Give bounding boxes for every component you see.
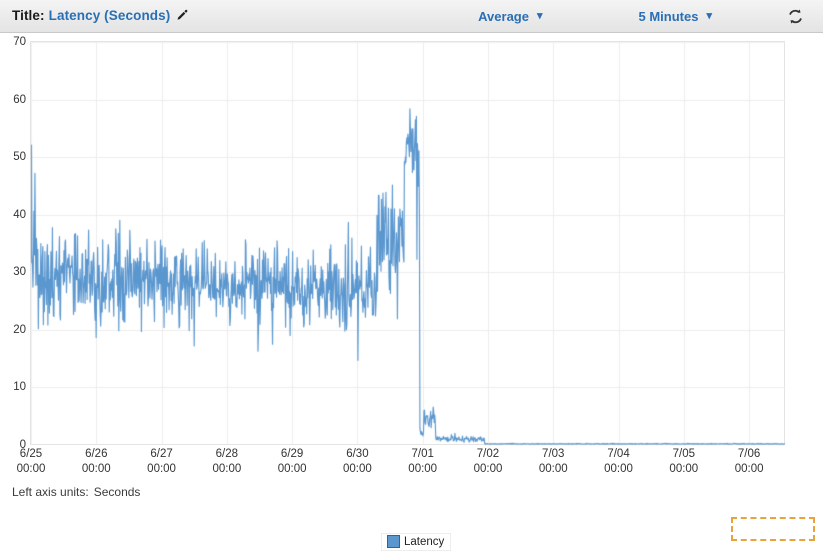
left-axis-units: Left axis units: Seconds — [12, 485, 140, 499]
y-tick-label: 0 — [19, 439, 26, 451]
y-tick-label: 10 — [13, 381, 26, 394]
y-tick-label: 20 — [13, 323, 26, 336]
left-axis-units-value: Seconds — [93, 485, 141, 499]
refresh-icon[interactable] — [784, 5, 806, 27]
y-tick-label: 30 — [13, 266, 26, 279]
x-tick-label: 7/01 00:00 — [408, 448, 438, 475]
graph-area: 0 10 20 30 40 50 60 70 6/25 00:00 6/26 00:00 6/27 00… — [0, 33, 823, 551]
x-tick-label: 7/03 00:00 — [538, 448, 568, 475]
x-tick-label: 6/25 00:00 — [16, 448, 46, 475]
x-axis-labels: 6/25 00:00 6/26 00:00 6/27 00:00 6/28 00:00 6/29… — [0, 33, 823, 528]
dashed-placeholder-box[interactable] — [731, 517, 815, 541]
x-tick-label: 7/04 00:00 — [604, 448, 633, 475]
aggregation-dropdown[interactable]: Average ▾ — [478, 9, 542, 24]
x-tick-label: 7/06 00:00 — [734, 448, 764, 475]
aggregation-label: Average — [478, 8, 529, 24]
chart-legend[interactable]: Latency — [381, 533, 452, 551]
x-tick-label: 7/05 00:00 — [669, 448, 699, 475]
x-tick-label: 6/27 00:00 — [147, 448, 176, 475]
legend-label: Latency — [404, 535, 445, 548]
y-axis-labels: 0 10 20 30 40 50 60 70 — [0, 33, 26, 528]
pencil-icon[interactable] — [176, 9, 189, 25]
y-tick-label: 60 — [13, 93, 26, 106]
x-tick-label: 6/30 00:00 — [343, 448, 372, 475]
legend-swatch-icon — [387, 535, 400, 548]
x-tick-label: 7/02 00:00 — [473, 448, 503, 475]
x-tick-label: 6/28 00:00 — [212, 448, 242, 475]
x-tick-label: 6/26 00:00 — [81, 448, 111, 475]
title-label: Title: — [12, 7, 45, 23]
graph-toolbar: Title: Latency (Seconds) Average ▾ 5 Minu… — [0, 0, 823, 33]
interval-label: 5 Minutes — [638, 8, 699, 24]
page-title: Title: Latency (Seconds) — [12, 8, 189, 25]
chevron-down-icon: ▾ — [536, 9, 543, 22]
chevron-down-icon: ▾ — [706, 9, 712, 22]
y-tick-label: 50 — [13, 151, 26, 164]
interval-dropdown[interactable]: 5 Minutes ▾ — [639, 9, 713, 24]
y-tick-label: 70 — [13, 36, 26, 48]
y-tick-label: 40 — [13, 208, 26, 221]
x-tick-label: 6/29 00:00 — [277, 448, 307, 475]
left-axis-units-label: Left axis units: — [12, 485, 89, 499]
title-value[interactable]: Latency (Seconds) — [48, 7, 171, 23]
